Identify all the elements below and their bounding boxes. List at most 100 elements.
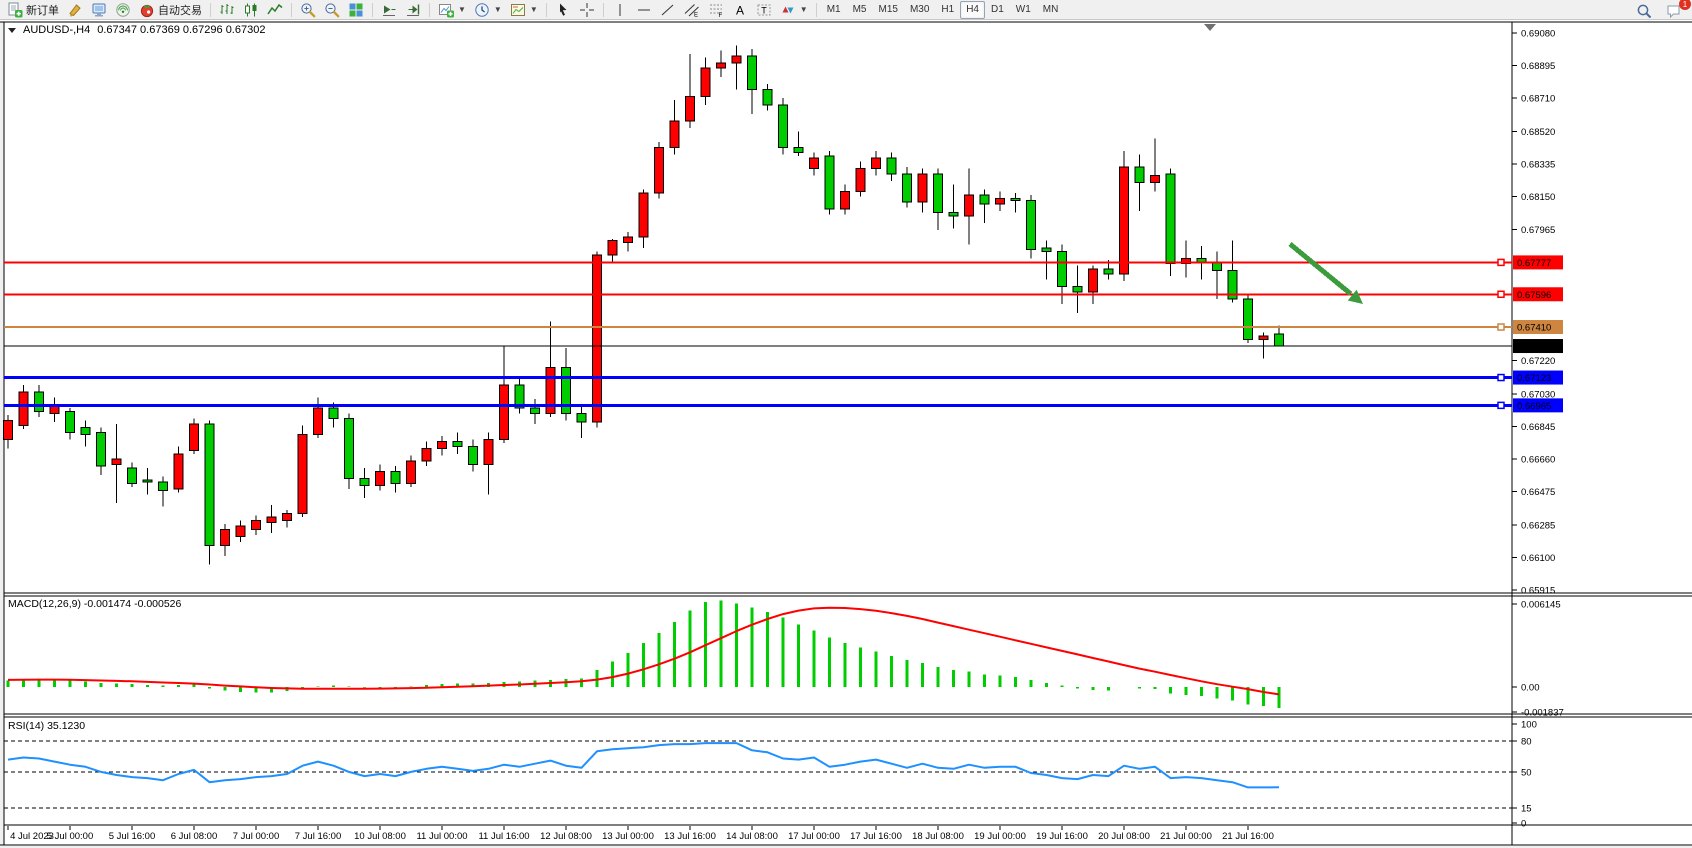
text-icon: A [736,3,744,17]
price-axis[interactable]: 0.69080 0.68895 0.68710 0.68520 0.68335 0.681… [1512,29,1564,830]
svg-text:21 Jul 16:00: 21 Jul 16:00 [1222,831,1274,842]
arrows-button-dropdown-icon[interactable]: ▼ [799,5,808,14]
channel-button[interactable]: E [680,0,704,20]
bottom-edge [0,846,1692,848]
candle [1072,265,1083,313]
autotrading-button-label: 自动交易 [158,4,202,17]
hline-button[interactable] [632,0,656,20]
candle [220,524,230,556]
candle [189,418,199,454]
text-button[interactable]: A [728,0,752,20]
timeframe-button-m15[interactable]: M15 [878,4,898,15]
templates-button-dropdown-icon[interactable]: ▼ [529,5,538,14]
arrows-button[interactable]: ▼ [776,0,812,20]
svg-text:19 Jul 16:00: 19 Jul 16:00 [1036,831,1088,842]
candle [886,152,897,181]
candle [406,455,416,488]
indicators-button[interactable]: ▼ [434,0,470,20]
auto-scroll-icon [383,5,396,16]
vline-button[interactable] [608,0,632,20]
label-button[interactable]: T [752,0,776,20]
timeframe-button-d1[interactable]: D1 [991,4,1004,15]
styler-button[interactable] [63,0,87,20]
templates-button[interactable]: ▼ [506,0,542,20]
channel-icon: E [684,3,699,18]
svg-text:0.66845: 0.66845 [1521,422,1555,433]
toolbar-separator [602,2,604,17]
indicators-button-dropdown-icon[interactable]: ▼ [458,5,466,14]
monitor-icon [92,3,106,16]
candle [855,161,866,197]
candle [499,346,509,444]
line-chart-button[interactable] [263,0,287,20]
candle [948,184,959,229]
bar-chart-button[interactable] [215,0,239,20]
clock-icon [475,2,489,17]
autotrading-button[interactable]: 自动交易 [135,0,206,20]
candle [173,446,184,493]
new-order-button[interactable]: 新订单 [3,0,63,20]
svg-text:0.67965: 0.67965 [1521,225,1555,236]
candle [80,420,91,447]
tile-windows-button[interactable] [344,0,368,20]
chart-shift-button[interactable] [401,0,425,20]
line-anchor-handle[interactable] [1497,401,1505,410]
svg-text:5 Jul 16:00: 5 Jul 16:00 [109,831,155,842]
timeframe-button-m1[interactable]: M1 [826,4,841,15]
candle [1134,154,1145,211]
zoom-in-button[interactable] [296,0,320,20]
candle [3,415,13,449]
candle [530,399,540,424]
line-anchor-handle[interactable] [1497,290,1505,299]
template-icon [510,3,525,16]
timeframe-button-h4[interactable]: H4 [960,0,985,19]
new-order-button-label: 新订单 [26,4,59,17]
price-tag [1513,398,1563,413]
auto-scroll-button[interactable] [377,0,401,20]
timeframe-button-mn[interactable]: MN [1042,4,1059,15]
tile-windows-icon [349,3,363,16]
fibonacci-button[interactable]: F [704,0,728,20]
cursor-button[interactable] [551,0,575,20]
svg-text:10 Jul 08:00: 10 Jul 08:00 [354,831,406,842]
timeframe-button-w1[interactable]: W1 [1015,4,1031,15]
candle [731,45,742,90]
svg-text:0.67302: 0.67302 [1517,342,1551,353]
timeframe-button-m5[interactable]: M5 [852,4,867,15]
periods-button-dropdown-icon[interactable]: ▼ [493,5,502,14]
ohlc-values: 0.67347 0.67369 0.67296 0.67302 [97,24,266,36]
chart-area[interactable]: 0.69080 0.68895 0.68710 0.68520 0.68335 0.681… [0,21,1692,848]
price-chart-canvas[interactable]: 0.69080 0.68895 0.68710 0.68520 0.68335 0.681… [0,21,1692,848]
signals-button[interactable] [111,0,135,20]
candle [871,150,881,176]
arrows-icon [782,6,794,13]
timeframe-button-m30[interactable]: M30 [909,4,930,15]
periods-button[interactable]: ▼ [470,0,506,20]
crosshair-button[interactable] [575,0,599,20]
candle [809,152,819,176]
candle [964,168,974,245]
timeframe-button-h1[interactable]: H1 [941,4,955,15]
candle [902,166,912,208]
svg-text:0.66100: 0.66100 [1521,553,1555,564]
trendline-button[interactable] [656,0,680,20]
line-anchor-handle[interactable] [1497,373,1505,382]
line-chart-icon [267,3,283,14]
candle [747,48,757,114]
indicators-icon [439,3,454,17]
candle [654,142,664,199]
zoom-out-button[interactable] [320,0,344,20]
line-anchor-handle[interactable] [1497,323,1505,331]
symbol-dropdown-icon[interactable] [8,27,16,33]
search-button[interactable] [1632,1,1656,21]
svg-text:11 Jul 16:00: 11 Jul 16:00 [478,831,529,842]
line-anchor-handle[interactable] [1497,258,1505,267]
trend-arrow-object[interactable] [1288,242,1363,304]
profile-button[interactable] [87,0,111,20]
chart-shift-marker[interactable] [1204,24,1216,31]
candle [545,321,556,417]
svg-text:0.67030: 0.67030 [1521,389,1555,400]
candlestick-chart-button[interactable] [239,0,263,20]
notifications-button[interactable]: 1 [1662,0,1691,21]
